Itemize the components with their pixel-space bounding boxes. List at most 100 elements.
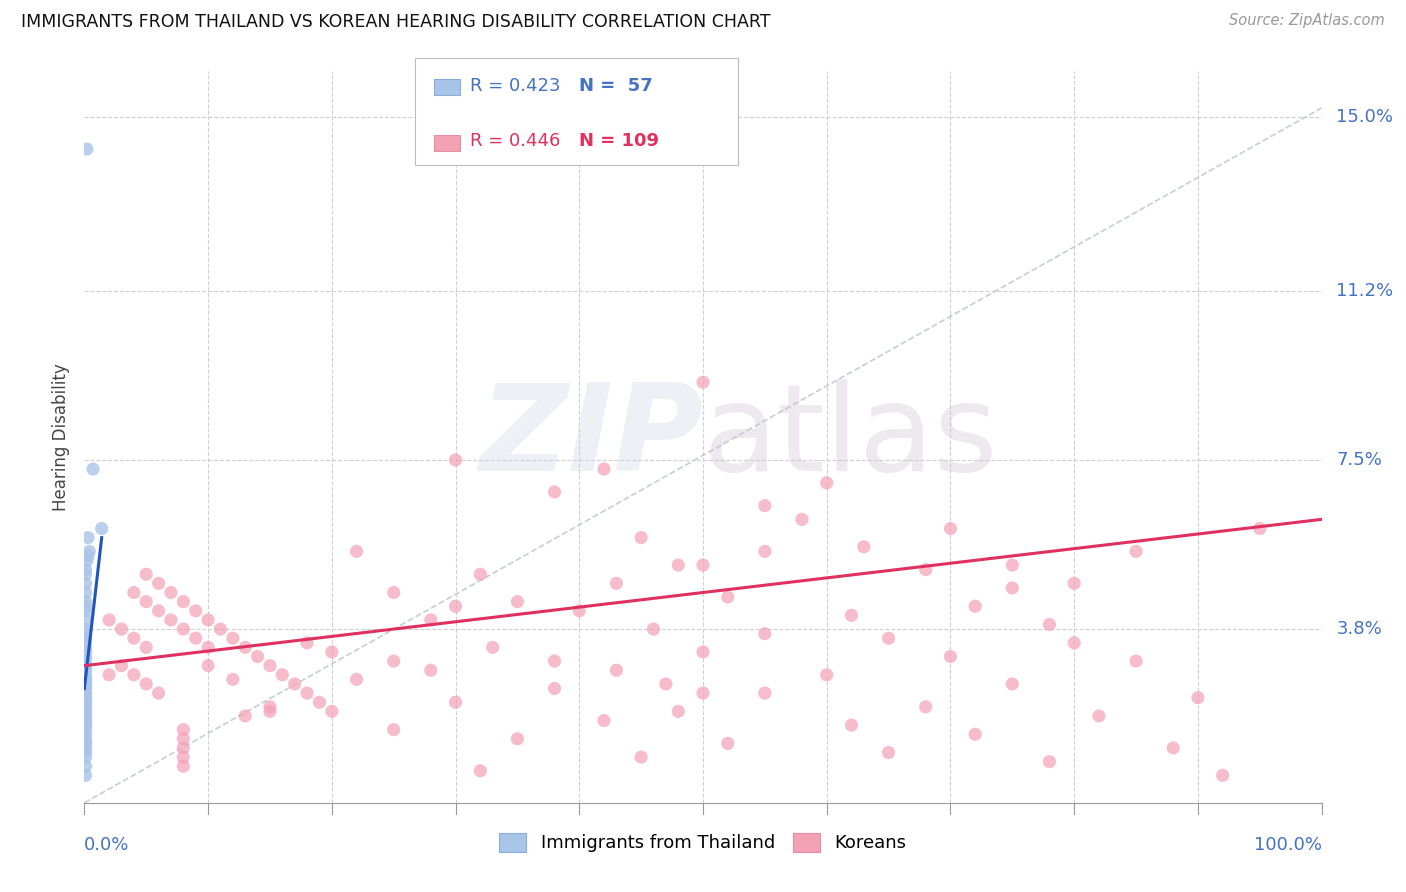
Point — [222, 673, 245, 687]
Point — [815, 475, 838, 490]
Point — [1187, 690, 1209, 705]
Point — [75, 649, 97, 664]
Point — [692, 376, 714, 390]
Point — [481, 640, 503, 655]
Text: R = 0.423: R = 0.423 — [470, 77, 560, 95]
Point — [75, 705, 97, 719]
Point — [75, 759, 97, 773]
Point — [470, 764, 492, 778]
Point — [233, 640, 256, 655]
Point — [76, 142, 98, 156]
Point — [284, 677, 307, 691]
Point — [77, 531, 100, 545]
Point — [148, 576, 170, 591]
Point — [75, 677, 97, 691]
Text: 3.8%: 3.8% — [1337, 620, 1382, 638]
Point — [593, 462, 616, 476]
Point — [172, 740, 194, 755]
Point — [75, 736, 97, 750]
Point — [754, 626, 776, 640]
Point — [75, 632, 97, 646]
Point — [75, 768, 97, 782]
Point — [939, 649, 962, 664]
Point — [148, 604, 170, 618]
Point — [877, 632, 900, 646]
Point — [605, 663, 627, 677]
Text: atlas: atlas — [703, 378, 998, 496]
Point — [75, 567, 97, 582]
Point — [75, 663, 97, 677]
Point — [506, 731, 529, 746]
Point — [75, 832, 97, 847]
Point — [135, 640, 157, 655]
Point — [666, 851, 689, 865]
Point — [630, 750, 652, 764]
Point — [75, 690, 97, 705]
Point — [75, 718, 97, 732]
Text: 7.5%: 7.5% — [1337, 451, 1382, 469]
Point — [1212, 768, 1234, 782]
Point — [75, 658, 97, 673]
Point — [444, 453, 467, 467]
Point — [543, 654, 565, 668]
Point — [1125, 654, 1147, 668]
Point — [593, 714, 616, 728]
Text: 15.0%: 15.0% — [1337, 108, 1393, 126]
Point — [172, 723, 194, 737]
Point — [321, 645, 343, 659]
Point — [75, 613, 97, 627]
Point — [75, 714, 97, 728]
Point — [110, 658, 132, 673]
Point — [1001, 581, 1024, 595]
Point — [1063, 576, 1085, 591]
Point — [841, 718, 863, 732]
Point — [419, 613, 441, 627]
Point — [75, 686, 97, 700]
Point — [965, 599, 987, 614]
Point — [939, 521, 962, 535]
Point — [877, 746, 900, 760]
Point — [914, 563, 936, 577]
Point — [135, 567, 157, 582]
Point — [197, 658, 219, 673]
Point — [75, 667, 97, 681]
Text: 11.2%: 11.2% — [1337, 282, 1393, 300]
Text: 100.0%: 100.0% — [1254, 836, 1322, 854]
Point — [666, 558, 689, 573]
Point — [172, 750, 194, 764]
Point — [75, 599, 97, 614]
Point — [222, 632, 245, 646]
Point — [172, 731, 194, 746]
Point — [172, 622, 194, 636]
Y-axis label: Hearing Disability: Hearing Disability — [52, 363, 70, 511]
Point — [692, 558, 714, 573]
Point — [75, 673, 97, 687]
Point — [75, 622, 97, 636]
Point — [568, 604, 591, 618]
Point — [815, 667, 838, 681]
Point — [76, 553, 98, 567]
Point — [75, 640, 97, 655]
Point — [75, 690, 97, 705]
Point — [1125, 544, 1147, 558]
Point — [75, 626, 97, 640]
Point — [1249, 521, 1271, 535]
Point — [630, 531, 652, 545]
Point — [382, 585, 405, 599]
Point — [259, 699, 281, 714]
Point — [135, 677, 157, 691]
Point — [75, 658, 97, 673]
Point — [506, 595, 529, 609]
Point — [75, 695, 97, 709]
Point — [75, 695, 97, 709]
Point — [197, 640, 219, 655]
Text: Source: ZipAtlas.com: Source: ZipAtlas.com — [1229, 13, 1385, 29]
Point — [75, 686, 97, 700]
Point — [790, 512, 813, 526]
Point — [75, 677, 97, 691]
Point — [197, 613, 219, 627]
Point — [1001, 558, 1024, 573]
Text: 0.0%: 0.0% — [84, 836, 129, 854]
Point — [1038, 617, 1060, 632]
Point — [1038, 755, 1060, 769]
